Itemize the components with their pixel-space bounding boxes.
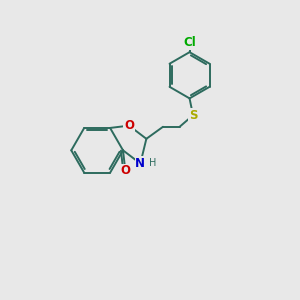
Text: O: O <box>120 164 130 177</box>
Text: S: S <box>189 109 197 122</box>
Text: H: H <box>149 158 157 168</box>
Text: O: O <box>124 119 134 132</box>
Text: Cl: Cl <box>183 36 196 50</box>
Text: N: N <box>135 157 146 170</box>
